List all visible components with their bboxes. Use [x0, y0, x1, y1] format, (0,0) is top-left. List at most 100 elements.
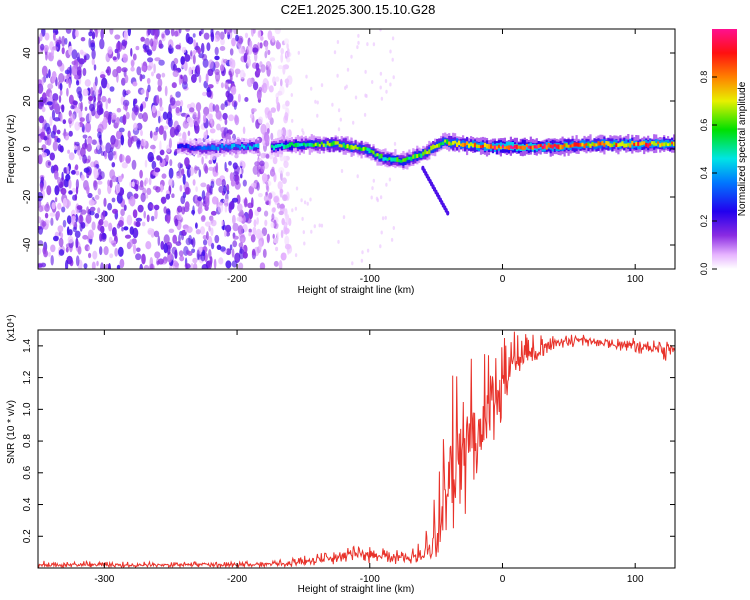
noise-speckle [213, 258, 217, 269]
signal-cell [253, 144, 256, 148]
signal-cell [356, 146, 359, 150]
noise-speckle [110, 112, 117, 121]
signal-cell [541, 145, 544, 150]
noise-speckle [187, 251, 193, 256]
noise-speckle [303, 200, 307, 205]
snr-y-multiplier: (x10⁴) [6, 314, 17, 341]
signal-cell [489, 144, 493, 149]
noise-speckle [337, 239, 340, 244]
noise-speckle [121, 67, 128, 73]
noise-speckle [51, 202, 56, 210]
noise-speckle [176, 172, 182, 179]
noise-speckle [51, 109, 56, 121]
noise-speckle [200, 226, 205, 235]
signal-cell [633, 143, 636, 147]
noise-speckle [209, 185, 213, 195]
noise-speckle [144, 159, 148, 168]
signal-cell [555, 144, 558, 149]
noise-speckle [157, 258, 164, 265]
noise-speckle [310, 86, 313, 91]
noise-speckle [172, 261, 179, 269]
colorbar: 0.0 0.2 0.4 0.6 0.8 Normalized spectral ampl… [699, 29, 748, 275]
colorbar-ticks: 0.0 0.2 0.4 0.6 0.8 [699, 71, 717, 275]
signal-cell [603, 143, 606, 147]
noise-speckle [242, 251, 248, 259]
signal-cell [477, 144, 481, 148]
noise-speckle [206, 42, 211, 52]
noise-speckle [265, 134, 270, 144]
noise-speckle [227, 93, 234, 103]
noise-speckle [71, 65, 78, 76]
signal-cell [243, 145, 246, 149]
signal-cell [231, 144, 234, 149]
signal-cell [284, 140, 287, 149]
signal-cell [304, 143, 307, 147]
noise-speckle [226, 184, 230, 192]
noise-speckle [229, 73, 233, 84]
noise-speckle [192, 33, 196, 38]
signal-cell [535, 145, 538, 149]
noise-speckle [266, 233, 270, 243]
noise-speckle [195, 186, 198, 193]
noise-speckle [53, 32, 56, 41]
signal-cell [406, 156, 409, 161]
noise-speckle [133, 193, 139, 199]
noise-speckle [105, 142, 112, 154]
noise-speckle [264, 210, 269, 217]
noise-speckle [116, 264, 121, 269]
noise-speckle [192, 111, 197, 119]
signal-cell [491, 145, 495, 149]
noise-speckle [210, 210, 217, 216]
noise-speckle [38, 240, 44, 246]
signal-cell [424, 149, 427, 155]
noise-speckle [72, 226, 77, 233]
noise-speckle [269, 57, 276, 62]
noise-speckle [172, 70, 179, 78]
noise-speckle [285, 129, 290, 139]
signal-cell [229, 145, 232, 150]
noise-speckle [140, 129, 143, 137]
noise-speckle [194, 123, 200, 134]
noise-speckle [178, 250, 184, 257]
signal-cell [368, 148, 371, 154]
noise-speckle [251, 108, 257, 113]
signal-cell [583, 140, 586, 148]
noise-speckle [195, 42, 199, 53]
signal-cell [466, 141, 469, 145]
noise-speckle [74, 230, 81, 238]
signal-cell [655, 139, 658, 147]
signal-cell [257, 143, 260, 148]
noise-speckle [81, 209, 87, 215]
noise-speckle [137, 204, 144, 213]
noise-speckle [174, 218, 179, 227]
noise-speckle [144, 97, 148, 102]
colorbar-tick-label: 0.6 [699, 119, 709, 132]
noise-speckle [142, 112, 149, 123]
noise-speckle [220, 82, 224, 89]
signal-cell [557, 144, 560, 150]
noise-speckle [279, 188, 284, 194]
noise-speckle [73, 145, 78, 151]
signal-cell [416, 154, 419, 158]
noise-speckle [277, 181, 283, 190]
noise-speckle [205, 73, 209, 83]
noise-speckle [97, 188, 102, 196]
signal-cell [398, 159, 401, 163]
signal-cell [181, 143, 184, 148]
noise-speckle [118, 175, 123, 183]
noise-speckle [75, 186, 79, 195]
noise-speckle [258, 240, 263, 251]
noise-speckle [38, 115, 45, 124]
noise-speckle [119, 153, 123, 163]
noise-speckle [116, 66, 122, 74]
noise-speckle [62, 131, 69, 137]
signal-cell [237, 144, 240, 148]
noise-speckle [38, 155, 42, 165]
signal-cell [320, 141, 323, 145]
noise-speckle [184, 201, 190, 210]
noise-speckle [166, 214, 171, 224]
noise-speckle [80, 101, 83, 112]
signal-cell [505, 141, 508, 150]
noise-speckle [68, 152, 75, 161]
signal-cell [394, 157, 397, 162]
